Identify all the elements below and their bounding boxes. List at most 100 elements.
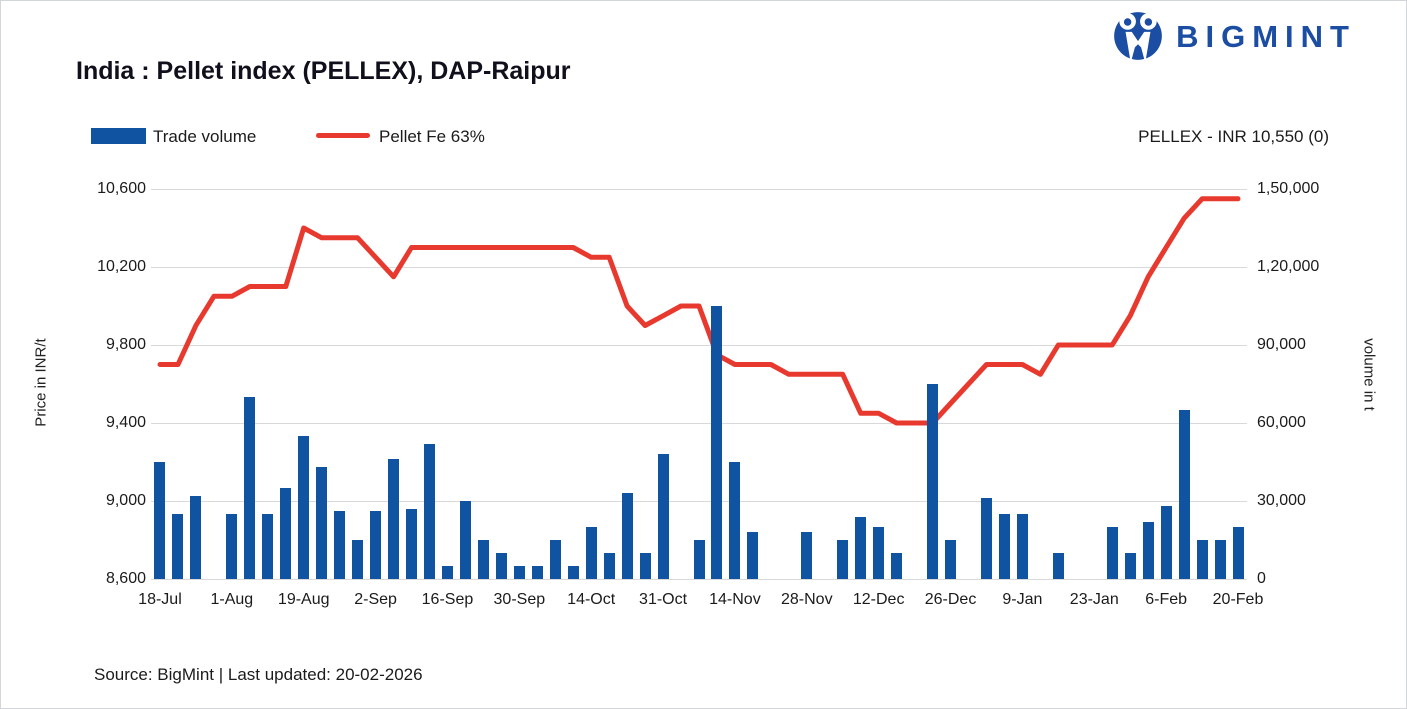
volume-bar bbox=[1052, 553, 1064, 579]
left-axis-tick: 9,000 bbox=[105, 492, 146, 509]
volume-bar bbox=[298, 436, 310, 579]
right-axis-tick: 30,000 bbox=[1257, 492, 1306, 509]
x-axis-label: 6-Feb bbox=[1145, 591, 1188, 608]
volume-bar bbox=[531, 566, 543, 579]
left-axis-tick: 9,800 bbox=[105, 336, 146, 353]
right-axis-tick: 1,50,000 bbox=[1257, 180, 1320, 197]
plot-area bbox=[151, 189, 1247, 580]
pellet-line-legend-label[interactable]: Pellet Fe 63% bbox=[379, 127, 485, 146]
pellex-current-value: PELLEX - INR 10,550 (0) bbox=[1138, 127, 1329, 146]
volume-bar bbox=[873, 527, 885, 579]
page-title: India : Pellet index (PELLEX), DAP-Raipu… bbox=[76, 57, 571, 85]
gridline bbox=[151, 189, 1247, 190]
right-axis-tick: 90,000 bbox=[1257, 336, 1306, 353]
volume-bar bbox=[316, 467, 328, 579]
volume-bar bbox=[334, 511, 346, 579]
volume-bar bbox=[998, 514, 1010, 579]
volume-bar bbox=[603, 553, 615, 579]
volume-bar bbox=[1232, 527, 1244, 579]
volume-bar bbox=[837, 540, 849, 579]
volume-bar bbox=[585, 527, 597, 579]
volume-bar bbox=[406, 508, 418, 579]
right-axis-tick: 0 bbox=[1257, 570, 1266, 587]
volume-bar bbox=[1196, 540, 1208, 579]
x-axis-label: 31-Oct bbox=[639, 591, 688, 608]
volume-bar bbox=[729, 462, 741, 579]
gridline bbox=[151, 579, 1247, 580]
x-axis-label: 2-Sep bbox=[354, 591, 397, 608]
volume-bar bbox=[549, 540, 561, 579]
x-axis-label: 18-Jul bbox=[138, 591, 182, 608]
volume-bar bbox=[693, 540, 705, 579]
volume-bar bbox=[945, 540, 957, 579]
gridline bbox=[151, 501, 1247, 502]
volume-bar bbox=[388, 459, 400, 579]
bigmint-logo-text: BIGMINT bbox=[1176, 19, 1356, 54]
left-axis-tick: 9,400 bbox=[105, 414, 146, 431]
volume-bar bbox=[639, 553, 651, 579]
volume-bar bbox=[244, 397, 256, 579]
x-axis-label: 23-Jan bbox=[1069, 591, 1119, 608]
volume-bar bbox=[477, 540, 489, 579]
volume-bar bbox=[927, 384, 939, 579]
left-axis-tick: 10,600 bbox=[97, 180, 146, 197]
pellet-price-line bbox=[157, 196, 1241, 426]
volume-bar bbox=[441, 566, 453, 579]
bigmint-logo-icon bbox=[1114, 12, 1162, 63]
trade-volume-legend-label[interactable]: Trade volume bbox=[153, 127, 257, 146]
volume-bar bbox=[657, 454, 669, 579]
right-axis-title: volume in t bbox=[1360, 338, 1378, 411]
volume-bar bbox=[1124, 553, 1136, 579]
pellet-line-legend-swatch[interactable] bbox=[316, 133, 370, 138]
x-axis-label: 20-Feb bbox=[1212, 591, 1264, 608]
volume-bar bbox=[423, 443, 435, 579]
volume-bar bbox=[513, 566, 525, 579]
volume-bar bbox=[280, 488, 292, 579]
right-axis-tick: 1,20,000 bbox=[1257, 258, 1320, 275]
gridline bbox=[151, 345, 1247, 346]
x-axis-label: 26-Dec bbox=[924, 591, 977, 608]
x-axis-label: 30-Sep bbox=[493, 591, 546, 608]
volume-bar bbox=[370, 511, 382, 579]
x-axis-label: 12-Dec bbox=[852, 591, 905, 608]
trade-volume-legend-swatch[interactable] bbox=[91, 128, 146, 144]
source-note: Source: BigMint | Last updated: 20-02-20… bbox=[94, 665, 423, 684]
volume-bar bbox=[621, 493, 633, 579]
volume-bar bbox=[262, 514, 274, 579]
x-axis-label: 1-Aug bbox=[210, 591, 254, 608]
volume-bar bbox=[352, 540, 364, 579]
volume-bar bbox=[1214, 540, 1226, 579]
volume-bar bbox=[980, 498, 992, 579]
volume-bar bbox=[495, 553, 507, 579]
gridline bbox=[151, 423, 1247, 424]
right-axis-tick: 60,000 bbox=[1257, 414, 1306, 431]
volume-bar bbox=[154, 462, 166, 579]
volume-bar bbox=[459, 501, 471, 579]
volume-bar bbox=[1142, 521, 1154, 579]
gridline bbox=[151, 267, 1247, 268]
x-axis-label: 9-Jan bbox=[1002, 591, 1043, 608]
left-axis-title: Price in INR/t bbox=[32, 338, 50, 427]
x-axis-label: 14-Nov bbox=[709, 591, 761, 608]
volume-bar bbox=[190, 495, 202, 579]
x-axis-label: 14-Oct bbox=[567, 591, 616, 608]
x-axis-label: 19-Aug bbox=[277, 591, 330, 608]
volume-bar bbox=[1178, 410, 1190, 579]
volume-bar bbox=[747, 532, 759, 579]
x-axis-label: 16-Sep bbox=[421, 591, 474, 608]
volume-bar bbox=[891, 553, 903, 579]
volume-bar bbox=[226, 514, 238, 579]
volume-bar bbox=[1016, 514, 1028, 579]
volume-bar bbox=[1106, 527, 1118, 579]
x-axis-label: 28-Nov bbox=[781, 591, 833, 608]
bigmint-logo: BIGMINT bbox=[1112, 9, 1356, 65]
volume-bar bbox=[711, 306, 723, 579]
volume-bar bbox=[1160, 506, 1172, 579]
volume-bar bbox=[855, 516, 867, 579]
volume-bar bbox=[172, 514, 184, 579]
volume-bar bbox=[567, 566, 579, 579]
volume-bar bbox=[801, 532, 813, 579]
left-axis-tick: 10,200 bbox=[97, 258, 146, 275]
left-axis-tick: 8,600 bbox=[105, 570, 146, 587]
